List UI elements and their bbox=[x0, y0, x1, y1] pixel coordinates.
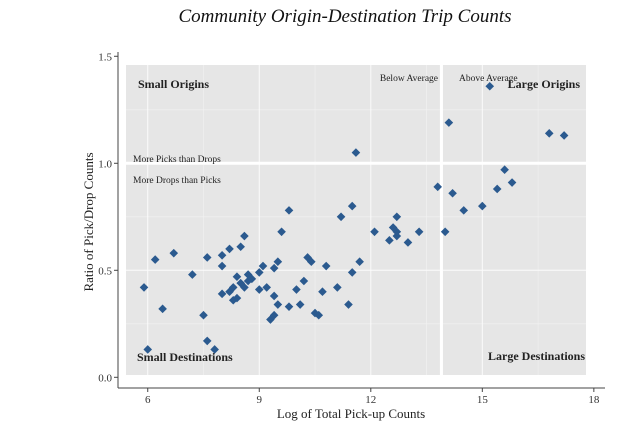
data-point bbox=[277, 227, 286, 237]
data-point bbox=[295, 300, 305, 309]
data-point bbox=[243, 270, 253, 279]
data-point bbox=[444, 118, 454, 127]
tick-labels: 6 9 12 15 18 0.0 0.5 1.0 1.5 bbox=[98, 51, 600, 406]
axes bbox=[117, 52, 605, 389]
data-point bbox=[292, 285, 301, 294]
data-point bbox=[236, 242, 245, 252]
data-point bbox=[355, 257, 364, 267]
data-point bbox=[269, 291, 279, 301]
data-point bbox=[370, 227, 379, 237]
data-point bbox=[336, 212, 346, 222]
data-points bbox=[139, 81, 569, 354]
data-point bbox=[403, 238, 413, 247]
x-tick-label: 15 bbox=[477, 394, 489, 406]
data-point bbox=[143, 345, 153, 354]
y-tick-label: 0.5 bbox=[98, 265, 112, 277]
data-point bbox=[500, 165, 509, 175]
data-point bbox=[240, 283, 249, 292]
data-point bbox=[314, 310, 324, 320]
data-point bbox=[236, 278, 245, 288]
data-point bbox=[228, 295, 238, 305]
data-point bbox=[273, 300, 283, 309]
data-point bbox=[228, 283, 238, 292]
y-tick-label: 1.5 bbox=[98, 51, 112, 63]
data-point bbox=[507, 178, 517, 187]
data-point bbox=[333, 283, 342, 292]
data-point bbox=[273, 257, 283, 267]
data-point bbox=[492, 184, 502, 194]
data-point bbox=[202, 253, 212, 262]
y-axis-label: Ratio of Pick/Drop Counts bbox=[81, 152, 96, 291]
data-point bbox=[188, 270, 197, 279]
label-large-origins: Large Origins bbox=[508, 77, 581, 91]
data-point bbox=[347, 201, 357, 211]
data-point bbox=[299, 276, 309, 286]
data-point bbox=[150, 255, 160, 264]
label-more-picks: More Picks than Drops bbox=[133, 155, 221, 165]
data-point bbox=[217, 289, 227, 299]
label-small-destinations: Small Destinations bbox=[137, 350, 233, 364]
data-point bbox=[217, 261, 227, 271]
data-point bbox=[269, 263, 279, 273]
label-above-average: Above Average bbox=[459, 74, 518, 84]
y-tick-label: 1.0 bbox=[98, 158, 112, 170]
data-point bbox=[210, 345, 219, 354]
data-point bbox=[347, 268, 357, 277]
data-point bbox=[232, 293, 242, 303]
data-point bbox=[254, 268, 264, 277]
label-large-destinations: Large Destinations bbox=[488, 349, 585, 363]
data-point bbox=[169, 248, 179, 258]
data-point bbox=[284, 206, 294, 215]
data-point bbox=[440, 227, 450, 237]
data-point bbox=[559, 131, 569, 140]
data-point bbox=[351, 148, 361, 157]
data-point bbox=[544, 129, 554, 138]
x-axis-label: Log of Total Pick-up Counts bbox=[277, 406, 425, 421]
data-point bbox=[225, 244, 234, 254]
chart-title: Community Origin-Destination Trip Counts bbox=[178, 6, 512, 27]
x-tick-label: 12 bbox=[365, 394, 376, 406]
data-point bbox=[232, 272, 242, 282]
data-point bbox=[385, 236, 394, 245]
data-point bbox=[392, 227, 402, 237]
data-point bbox=[240, 231, 249, 241]
data-point bbox=[158, 304, 167, 314]
data-point bbox=[459, 206, 469, 215]
x-tick-label: 6 bbox=[145, 394, 151, 406]
data-point bbox=[318, 287, 327, 296]
y-tick-label: 0.0 bbox=[98, 372, 112, 384]
data-point bbox=[433, 182, 443, 192]
data-point bbox=[344, 300, 353, 309]
data-point bbox=[217, 251, 227, 260]
data-point bbox=[258, 261, 268, 271]
data-point bbox=[284, 302, 294, 311]
minor-gridlines bbox=[126, 65, 586, 375]
x-tick-label: 18 bbox=[588, 394, 600, 406]
data-point bbox=[202, 336, 212, 346]
data-point bbox=[225, 287, 234, 296]
label-small-origins: Small Origins bbox=[138, 77, 209, 91]
data-point bbox=[392, 212, 402, 222]
data-point bbox=[307, 257, 316, 267]
data-point bbox=[269, 310, 279, 320]
data-point bbox=[266, 315, 275, 324]
label-more-drops: More Drops than Picks bbox=[133, 176, 221, 186]
data-point bbox=[247, 274, 257, 284]
data-point bbox=[262, 283, 272, 292]
data-point bbox=[254, 285, 264, 294]
data-point bbox=[414, 227, 424, 237]
x-tick-label: 9 bbox=[257, 394, 263, 406]
data-point bbox=[199, 310, 208, 320]
data-point bbox=[478, 201, 487, 211]
data-point bbox=[485, 81, 495, 91]
data-point bbox=[139, 283, 149, 292]
plot-panel bbox=[126, 65, 586, 375]
data-point bbox=[448, 188, 457, 198]
label-below-average: Below Average bbox=[380, 74, 438, 84]
data-point bbox=[321, 261, 331, 271]
